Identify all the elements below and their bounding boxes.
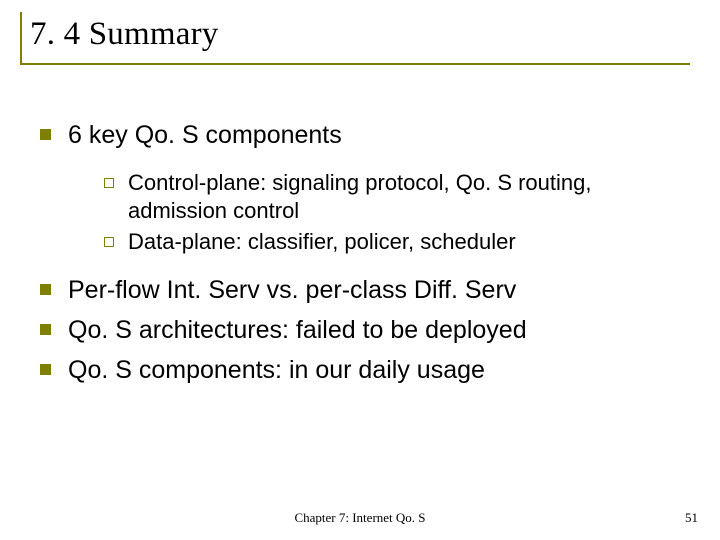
sub-bullet-text: Data-plane: classifier, policer, schedul… (128, 229, 516, 254)
slide-title: 7. 4 Summary (30, 16, 684, 53)
bullet-item: Qo. S components: in our daily usage (36, 354, 690, 386)
slide-body: 6 key Qo. S components Control-plane: si… (20, 119, 690, 386)
bullet-text: Per-flow Int. Serv vs. per-class Diff. S… (68, 276, 516, 304)
bullet-item: Qo. S architectures: failed to be deploy… (36, 314, 690, 346)
sub-bullet-text: Control-plane: signaling protocol, Qo. S… (128, 170, 591, 223)
slide: 7. 4 Summary 6 key Qo. S components Cont… (0, 0, 720, 540)
title-container: 7. 4 Summary (20, 12, 690, 65)
footer-chapter: Chapter 7: Internet Qo. S (0, 510, 720, 526)
sub-bullet-item: Data-plane: classifier, policer, schedul… (98, 228, 690, 256)
bullet-list: 6 key Qo. S components Control-plane: si… (26, 119, 690, 386)
bullet-text: Qo. S architectures: failed to be deploy… (68, 316, 527, 344)
sub-bullet-list: Control-plane: signaling protocol, Qo. S… (68, 169, 690, 256)
bullet-text: 6 key Qo. S components (68, 121, 342, 149)
sub-bullet-item: Control-plane: signaling protocol, Qo. S… (98, 169, 690, 224)
bullet-item: 6 key Qo. S components Control-plane: si… (36, 119, 690, 256)
bullet-text: Qo. S components: in our daily usage (68, 356, 485, 384)
bullet-item: Per-flow Int. Serv vs. per-class Diff. S… (36, 274, 690, 306)
footer-page-number: 51 (685, 510, 698, 526)
